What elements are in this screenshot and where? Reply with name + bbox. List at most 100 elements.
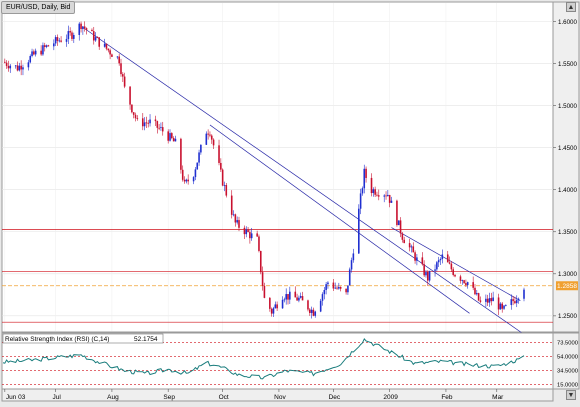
candle-body [4, 61, 6, 63]
candle [243, 225, 246, 240]
candle [145, 116, 148, 129]
scroll-up-button[interactable]: ▲ [566, 2, 576, 12]
candle-body [109, 50, 111, 55]
candle [45, 44, 48, 49]
price-plot-area[interactable] [1, 1, 554, 333]
candle-body [334, 287, 337, 289]
candle [154, 115, 157, 126]
candle-body [403, 239, 405, 244]
candle [363, 164, 366, 194]
price-tick-label: 1.2500 [558, 313, 577, 320]
candle-body [192, 177, 195, 182]
candle-body [18, 65, 21, 71]
candle-body [27, 62, 30, 68]
horizontal-levels [2, 229, 553, 323]
price-axis-panel [552, 1, 580, 333]
candle [514, 296, 516, 305]
candle-body [171, 133, 173, 139]
rsi-tick-label: 15.0000 [557, 383, 578, 389]
candle-body [298, 297, 300, 301]
candle [408, 238, 411, 252]
candle [131, 104, 133, 114]
candle [29, 54, 32, 64]
candle-body [339, 286, 342, 289]
candle [410, 244, 413, 253]
candle-body [141, 118, 144, 127]
scroll-down-button[interactable]: ▼ [566, 390, 576, 400]
candle [31, 48, 33, 58]
candle-body [116, 56, 119, 58]
candle [232, 210, 235, 217]
candle [307, 299, 309, 312]
candle-body [261, 272, 264, 286]
candle-body [314, 311, 317, 316]
candle [132, 112, 135, 119]
candle [181, 165, 184, 182]
candle [83, 21, 86, 32]
time-tick-label: Sep [163, 394, 175, 401]
candle-body [423, 264, 425, 276]
candle-body [350, 260, 353, 270]
candle [80, 21, 82, 33]
candle [446, 250, 449, 263]
candle [16, 61, 19, 72]
candle-body [225, 185, 228, 196]
candle [321, 292, 324, 306]
candle [207, 129, 209, 140]
candle [234, 213, 237, 227]
candle [85, 27, 88, 35]
candle-body [196, 162, 199, 170]
trendline[interactable] [209, 124, 470, 314]
candle [515, 295, 518, 308]
candle [269, 296, 271, 312]
candle-body [294, 291, 297, 298]
price-tick-label: 1.6000 [558, 19, 577, 26]
candle-body [167, 131, 169, 141]
candle [308, 307, 311, 316]
candle [376, 191, 378, 197]
candle [34, 48, 37, 57]
candle-body [459, 276, 462, 281]
candle [421, 252, 424, 266]
trendline[interactable] [391, 227, 521, 302]
candle [167, 129, 169, 144]
candle [490, 292, 493, 306]
candle-body [205, 133, 208, 145]
candle-body [207, 133, 209, 135]
candle-body [54, 37, 57, 44]
candle [466, 281, 469, 289]
candle [94, 32, 97, 42]
candle-body [476, 293, 478, 295]
candle-body [345, 288, 347, 293]
candle [225, 182, 228, 198]
price-axis-ticks: 1.6000 1.5500 1.5000 1.4500 1.4000 1.3500 1.30… [553, 19, 577, 320]
candle-body [461, 280, 464, 282]
candle [230, 190, 233, 219]
price-tick-label: 1.5000 [558, 103, 577, 110]
candle-body [67, 31, 70, 39]
candle-body [9, 65, 12, 69]
candle [387, 190, 389, 197]
candle [299, 292, 302, 299]
candle [209, 131, 211, 138]
candle [452, 267, 455, 277]
rsi-value: 52.1754 [134, 336, 158, 343]
candle-body [312, 309, 315, 316]
candle-body [399, 220, 402, 234]
candle [327, 281, 329, 289]
candle [274, 301, 277, 309]
candle [141, 113, 144, 131]
candle-body [301, 296, 304, 301]
candle-body [439, 258, 442, 261]
candle [42, 42, 44, 56]
candle [65, 34, 68, 47]
candle-body [34, 50, 37, 55]
candle-body [348, 269, 351, 286]
trendline[interactable] [82, 27, 525, 335]
candle [503, 305, 505, 311]
trendlines[interactable] [82, 27, 525, 335]
candle-body [250, 233, 253, 239]
candle-body [465, 283, 467, 286]
candle-body [397, 220, 400, 226]
